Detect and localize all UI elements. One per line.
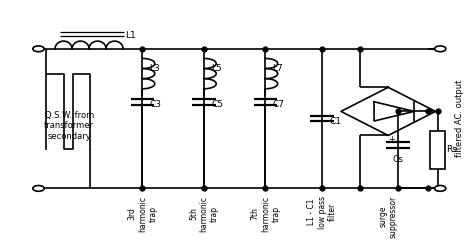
Text: Q.S.W. from
transformer
secondary: Q.S.W. from transformer secondary bbox=[44, 111, 94, 141]
Text: C3: C3 bbox=[150, 100, 162, 109]
Text: surge
suppressor: surge suppressor bbox=[379, 196, 398, 238]
Text: 7th
harmonic
trap: 7th harmonic trap bbox=[250, 196, 280, 232]
Text: C1: C1 bbox=[329, 117, 341, 125]
Text: L1: L1 bbox=[126, 31, 136, 40]
Text: L7: L7 bbox=[273, 63, 283, 73]
Text: L1 - C1
low pass
filter: L1 - C1 low pass filter bbox=[307, 196, 337, 229]
Circle shape bbox=[435, 46, 446, 52]
Bar bbox=[430, 131, 446, 169]
Text: C7: C7 bbox=[273, 100, 284, 109]
Text: L5: L5 bbox=[211, 63, 222, 73]
Text: +: + bbox=[389, 135, 395, 144]
Text: Rs: Rs bbox=[447, 145, 457, 155]
Text: 5th
harmonic
trap: 5th harmonic trap bbox=[189, 196, 219, 232]
Text: filtered AC. output: filtered AC. output bbox=[455, 80, 464, 157]
Text: C5: C5 bbox=[211, 100, 223, 109]
Text: 3rd
harmonic
trap: 3rd harmonic trap bbox=[128, 196, 157, 232]
Circle shape bbox=[435, 186, 446, 191]
Text: L3: L3 bbox=[150, 63, 160, 73]
Text: Cs: Cs bbox=[392, 155, 403, 164]
Circle shape bbox=[33, 186, 44, 191]
Circle shape bbox=[33, 46, 44, 52]
